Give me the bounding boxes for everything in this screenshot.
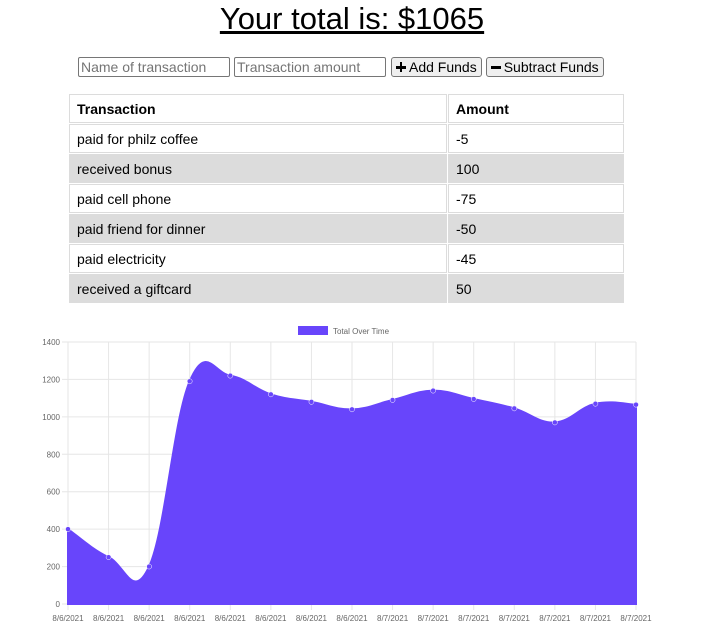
transaction-name-cell: paid friend for dinner bbox=[69, 214, 447, 243]
transactions-table: Transaction Amount paid for philz coffee… bbox=[68, 93, 625, 304]
y-tick-label: 0 bbox=[56, 600, 61, 609]
x-tick-label: 8/7/2021 bbox=[499, 614, 531, 623]
data-point bbox=[592, 401, 599, 407]
transaction-amount-input[interactable] bbox=[234, 57, 386, 77]
subtract-funds-label: Subtract Funds bbox=[503, 59, 599, 75]
header-transaction: Transaction bbox=[69, 94, 447, 123]
x-tick-label: 8/6/2021 bbox=[93, 614, 125, 623]
transaction-name-cell: received bonus bbox=[69, 154, 447, 183]
transaction-amount-cell: -75 bbox=[448, 184, 624, 213]
table-row: received bonus 100 bbox=[69, 154, 624, 183]
transaction-name-input[interactable] bbox=[78, 57, 230, 77]
data-point bbox=[389, 397, 396, 403]
data-point bbox=[186, 378, 193, 385]
minus-icon bbox=[490, 62, 501, 72]
y-tick-label: 800 bbox=[47, 450, 61, 459]
transaction-form: Add Funds Subtract Funds bbox=[78, 57, 604, 77]
table-row: paid for philz coffee -5 bbox=[69, 124, 624, 153]
transaction-amount-cell: 100 bbox=[448, 154, 624, 183]
data-point bbox=[65, 526, 71, 532]
data-point bbox=[430, 387, 436, 394]
transaction-amount-cell: 50 bbox=[448, 274, 624, 303]
x-tick-label: 8/7/2021 bbox=[377, 614, 409, 623]
header-amount: Amount bbox=[448, 94, 624, 123]
plus-icon bbox=[396, 62, 406, 72]
data-point bbox=[349, 406, 355, 413]
transaction-name-cell: received a giftcard bbox=[69, 274, 447, 303]
x-tick-label: 8/6/2021 bbox=[255, 614, 287, 623]
total-heading: Your total is: $1065 bbox=[219, 1, 485, 36]
data-point bbox=[227, 372, 234, 379]
table-header-row: Transaction Amount bbox=[69, 94, 624, 123]
x-tick-label: 8/7/2021 bbox=[418, 614, 450, 623]
transaction-amount-cell: -45 bbox=[448, 244, 624, 273]
data-point bbox=[470, 396, 477, 402]
table-row: received a giftcard 50 bbox=[69, 274, 624, 303]
x-tick-label: 8/6/2021 bbox=[336, 614, 368, 623]
x-tick-label: 8/6/2021 bbox=[174, 614, 206, 623]
add-funds-button[interactable]: Add Funds bbox=[391, 57, 482, 77]
transaction-amount-cell: -50 bbox=[448, 214, 624, 243]
subtract-funds-button[interactable]: Subtract Funds bbox=[485, 57, 604, 77]
transaction-name-cell: paid for philz coffee bbox=[69, 124, 447, 153]
y-tick-label: 200 bbox=[47, 563, 61, 572]
transaction-amount-cell: -5 bbox=[448, 124, 624, 153]
x-tick-label: 8/6/2021 bbox=[134, 614, 166, 623]
y-tick-label: 1000 bbox=[42, 413, 60, 422]
transactions-table-container[interactable]: Transaction Amount paid for philz coffee… bbox=[68, 93, 625, 318]
data-point bbox=[268, 391, 274, 398]
data-point bbox=[105, 554, 112, 560]
table-row: paid friend for dinner -50 bbox=[69, 214, 624, 243]
y-tick-label: 400 bbox=[47, 525, 61, 534]
y-tick-label: 1200 bbox=[42, 375, 60, 384]
x-tick-label: 8/7/2021 bbox=[620, 614, 652, 623]
data-point bbox=[308, 399, 315, 405]
x-tick-label: 8/7/2021 bbox=[539, 614, 571, 623]
data-point bbox=[511, 405, 518, 412]
x-tick-label: 8/6/2021 bbox=[52, 614, 84, 623]
legend-swatch bbox=[298, 326, 328, 335]
legend-label: Total Over Time bbox=[333, 327, 390, 336]
x-tick-label: 8/6/2021 bbox=[215, 614, 247, 623]
y-tick-label: 1400 bbox=[42, 338, 60, 347]
table-row: paid electricity -45 bbox=[69, 244, 624, 273]
data-point bbox=[552, 419, 558, 426]
transaction-name-cell: paid electricity bbox=[69, 244, 447, 273]
add-funds-label: Add Funds bbox=[409, 59, 477, 75]
transaction-name-cell: paid cell phone bbox=[69, 184, 447, 213]
y-tick-label: 600 bbox=[47, 488, 61, 497]
x-tick-label: 8/7/2021 bbox=[458, 614, 490, 623]
total-over-time-chart: 0 200 400 600 800 1000 1200 1400 8/6/2021 8/6/202… bbox=[42, 326, 652, 623]
x-tick-label: 8/7/2021 bbox=[580, 614, 612, 623]
table-row: paid cell phone -75 bbox=[69, 184, 624, 213]
series-area bbox=[67, 361, 637, 605]
x-tick-label: 8/6/2021 bbox=[296, 614, 328, 623]
data-point bbox=[146, 563, 152, 570]
data-point bbox=[633, 401, 639, 408]
